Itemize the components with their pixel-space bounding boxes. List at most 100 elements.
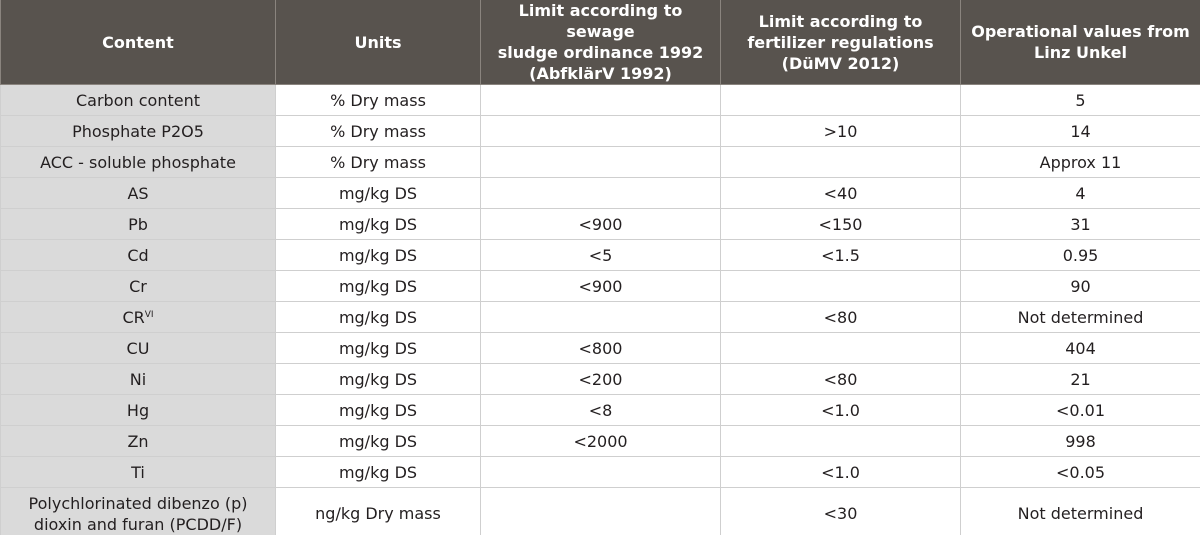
table-cell: mg/kg DS — [275, 177, 481, 209]
table-cell: <0.05 — [960, 456, 1200, 488]
table-cell — [720, 425, 961, 457]
text-line: Polychlorinated dibenzo (p) — [28, 493, 248, 513]
row-label-cell: Cr — [0, 270, 276, 302]
row-label-cell: Ti — [0, 456, 276, 488]
text-line: sludge ordinance 1992 — [497, 43, 704, 62]
table-cell — [720, 146, 961, 178]
table-cell: 31 — [960, 208, 1200, 240]
table-row: ACC - soluble phosphate% Dry mass Approx … — [0, 146, 1200, 178]
table-cell: >10 — [720, 115, 961, 147]
table-cell — [480, 84, 721, 116]
table-cell: <40 — [720, 177, 961, 209]
table-row: Cd mg/kg DS <5 <1.5 0.95 — [0, 239, 1200, 271]
table-cell: mg/kg DS — [275, 301, 481, 333]
text-line: Limit according to — [758, 11, 923, 31]
table-cell: Not determined — [960, 487, 1200, 535]
table-cell: 14 — [960, 115, 1200, 147]
text-line: Operational values from — [971, 22, 1190, 41]
table-cell: <5 — [480, 239, 721, 271]
row-label-cell: Cd — [0, 239, 276, 271]
text-line: Content — [102, 32, 174, 52]
text-line: Linz Unkel — [1034, 43, 1127, 62]
cell-text: CR — [122, 307, 145, 327]
table-cell — [480, 456, 721, 488]
table-row: Carbon content% Dry mass 5 — [0, 84, 1200, 116]
table-cell — [480, 146, 721, 178]
table-cell: 998 — [960, 425, 1200, 457]
table-cell: mg/kg DS — [275, 363, 481, 395]
row-label-cell: ACC - soluble phosphate — [0, 146, 276, 178]
table-cell: <900 — [480, 208, 721, 240]
table-cell: mg/kg DS — [275, 425, 481, 457]
header-cell: Operational values from Linz Unkel — [960, 0, 1200, 85]
table-cell: 5 — [960, 84, 1200, 116]
header-cell: Units — [275, 0, 481, 85]
row-label-cell: Polychlorinated dibenzo (p) dioxin and fu… — [0, 487, 276, 535]
table-cell: <8 — [480, 394, 721, 426]
text-line: (DüMV 2012) — [781, 53, 900, 73]
text-line: fertilizer regulations — [747, 32, 934, 52]
table-row: CU mg/kg DS <800 404 — [0, 332, 1200, 364]
table-row: CRVI mg/kg DS <80 Not determined — [0, 301, 1200, 333]
table-cell: mg/kg DS — [275, 332, 481, 364]
table-cell: mg/kg DS — [275, 239, 481, 271]
table-cell: <1.5 — [720, 239, 961, 271]
table-cell: <30 — [720, 487, 961, 535]
table-cell: mg/kg DS — [275, 394, 481, 426]
table-row: Pb mg/kg DS <900 <150 31 — [0, 208, 1200, 240]
table-cell — [480, 177, 721, 209]
text-line: dioxin and furan (PCDD/F) — [33, 514, 243, 534]
row-label-cell: CRVI — [0, 301, 276, 333]
header-cell: Limit according to sewage sludge ordinanc… — [480, 0, 721, 85]
table-cell: % Dry mass — [275, 115, 481, 147]
table-cell: <150 — [720, 208, 961, 240]
table-cell: <80 — [720, 301, 961, 333]
row-label-cell: CU — [0, 332, 276, 364]
table-row: Polychlorinated dibenzo (p) dioxin and fu… — [0, 487, 1200, 535]
table-cell: ng/kg Dry mass — [275, 487, 481, 535]
row-label-cell: Phosphate P2O5 — [0, 115, 276, 147]
table-cell — [720, 270, 961, 302]
table-row: AS mg/kg DS <40 4 — [0, 177, 1200, 209]
header-cell: Content — [0, 0, 276, 85]
header-cell: Limit according to fertilizer regulations… — [720, 0, 961, 85]
header-row: Content Units Limit according to sewage slu… — [0, 0, 1200, 85]
table-cell: 0.95 — [960, 239, 1200, 271]
row-label-cell: Ni — [0, 363, 276, 395]
table-cell: mg/kg DS — [275, 456, 481, 488]
text-line: Limit according to sewage — [518, 1, 683, 41]
table-cell: Approx 11 — [960, 146, 1200, 178]
table-cell: 4 — [960, 177, 1200, 209]
table-row: Cr mg/kg DS <900 90 — [0, 270, 1200, 302]
table-header: Content Units Limit according to sewage slu… — [0, 0, 1200, 85]
table-cell: <1.0 — [720, 394, 961, 426]
row-label-cell: Carbon content — [0, 84, 276, 116]
table-cell: <1.0 — [720, 456, 961, 488]
table-cell: Not determined — [960, 301, 1200, 333]
table-cell — [480, 301, 721, 333]
table-cell — [720, 84, 961, 116]
table-cell: mg/kg DS — [275, 270, 481, 302]
row-label-cell: Hg — [0, 394, 276, 426]
table-cell — [480, 115, 721, 147]
table-row: Hg mg/kg DS <8 <1.0 <0.01 — [0, 394, 1200, 426]
row-label-cell: Pb — [0, 208, 276, 240]
table-cell: <2000 — [480, 425, 721, 457]
table-row: Ni mg/kg DS <200 <80 21 — [0, 363, 1200, 395]
table-cell: 21 — [960, 363, 1200, 395]
table-cell: 90 — [960, 270, 1200, 302]
table-cell: 404 — [960, 332, 1200, 364]
table-cell — [720, 332, 961, 364]
text-line: Units — [354, 32, 402, 52]
table-row: Zn mg/kg DS <2000 998 — [0, 425, 1200, 457]
table-row: Phosphate P2O5% Dry mass >10 14 — [0, 115, 1200, 147]
table-cell — [480, 487, 721, 535]
table-cell: <0.01 — [960, 394, 1200, 426]
table-cell: % Dry mass — [275, 146, 481, 178]
superscript: VI — [144, 309, 154, 320]
table-cell: <200 — [480, 363, 721, 395]
table-cell: <900 — [480, 270, 721, 302]
table-cell: % Dry mass — [275, 84, 481, 116]
